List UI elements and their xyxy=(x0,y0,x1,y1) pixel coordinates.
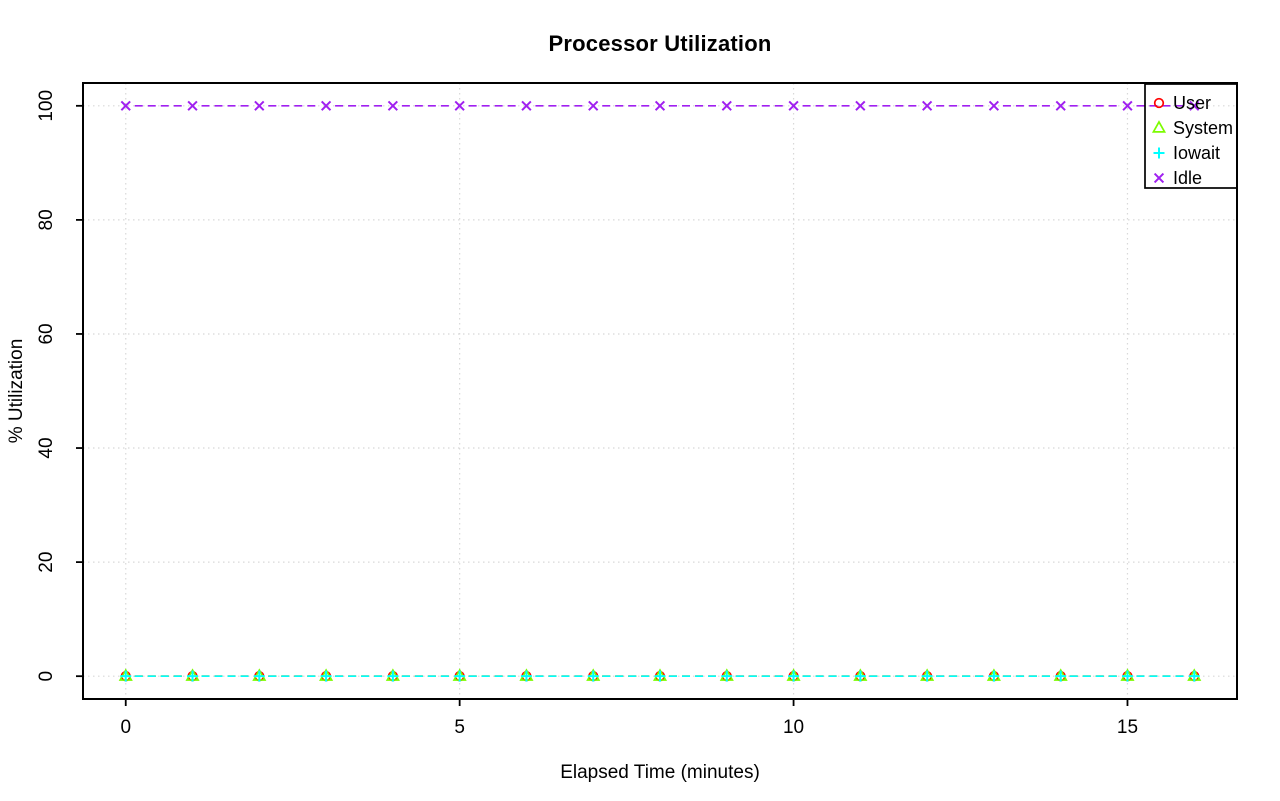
marker-plus xyxy=(520,670,532,682)
marker-x xyxy=(922,100,933,111)
marker-plus xyxy=(587,670,599,682)
x-axis-label: Elapsed Time (minutes) xyxy=(560,762,760,783)
marker-circle xyxy=(1153,97,1165,109)
legend-label-iowait: Iowait xyxy=(1173,143,1220,163)
marker-plus xyxy=(320,670,332,682)
marker-x xyxy=(1055,100,1066,111)
y-tick-label: 80 xyxy=(36,209,57,230)
marker-triangle xyxy=(1151,120,1167,133)
marker-plus xyxy=(387,670,399,682)
marker-x xyxy=(120,100,131,111)
marker-x xyxy=(387,100,398,111)
legend-label-idle: Idle xyxy=(1173,168,1202,188)
y-axis: 0 20 40 60 80 100 xyxy=(36,90,83,682)
marker-x xyxy=(721,100,732,111)
legend-label-user: User xyxy=(1173,93,1211,113)
marker-plus xyxy=(1153,147,1165,159)
legend-box xyxy=(1144,83,1238,189)
marker-plus xyxy=(721,670,733,682)
marker-x xyxy=(988,100,1000,111)
x-tick-label: 10 xyxy=(783,717,804,738)
y-tick-label: 100 xyxy=(36,90,57,122)
chart-title: Processor Utilization xyxy=(548,31,772,56)
marker-plus xyxy=(988,670,1000,682)
marker-x xyxy=(1122,100,1133,111)
legend: User System Iowait Idle xyxy=(1144,83,1238,189)
marker-x xyxy=(254,100,265,111)
legend-label-system: System xyxy=(1173,118,1233,138)
x-tick-label: 0 xyxy=(120,717,131,738)
marker-plus xyxy=(1121,670,1133,682)
y-tick-label: 20 xyxy=(36,552,57,573)
y-tick-label: 0 xyxy=(36,671,57,682)
y-tick-label: 60 xyxy=(36,323,57,344)
marker-plus xyxy=(120,670,132,682)
x-tick-label: 5 xyxy=(454,717,465,738)
x-axis: 0 5 10 15 xyxy=(120,699,1138,738)
y-tick-label: 40 xyxy=(36,437,57,458)
marker-x xyxy=(320,100,332,111)
series-idle xyxy=(120,100,1200,111)
grid xyxy=(83,83,1237,699)
marker-x xyxy=(855,100,866,111)
series-iowait xyxy=(120,670,1200,682)
plot-border xyxy=(82,82,1238,700)
marker-x xyxy=(588,100,599,111)
marker-plus xyxy=(187,670,199,682)
marker-x xyxy=(788,100,799,111)
marker-x xyxy=(454,100,465,111)
marker-plus xyxy=(1188,670,1200,682)
marker-plus xyxy=(253,670,265,682)
marker-plus xyxy=(854,670,866,682)
marker-plus xyxy=(921,670,933,682)
marker-plus xyxy=(1055,670,1067,682)
marker-plus xyxy=(788,670,800,682)
marker-plus xyxy=(454,670,466,682)
marker-x xyxy=(1189,100,1200,111)
x-tick-label: 15 xyxy=(1117,717,1138,738)
y-axis-label: % Utilization xyxy=(6,338,27,444)
marker-x xyxy=(1153,172,1165,184)
marker-plus xyxy=(654,670,666,682)
marker-x xyxy=(187,100,198,111)
marker-x xyxy=(521,100,532,111)
marker-x xyxy=(654,100,666,111)
